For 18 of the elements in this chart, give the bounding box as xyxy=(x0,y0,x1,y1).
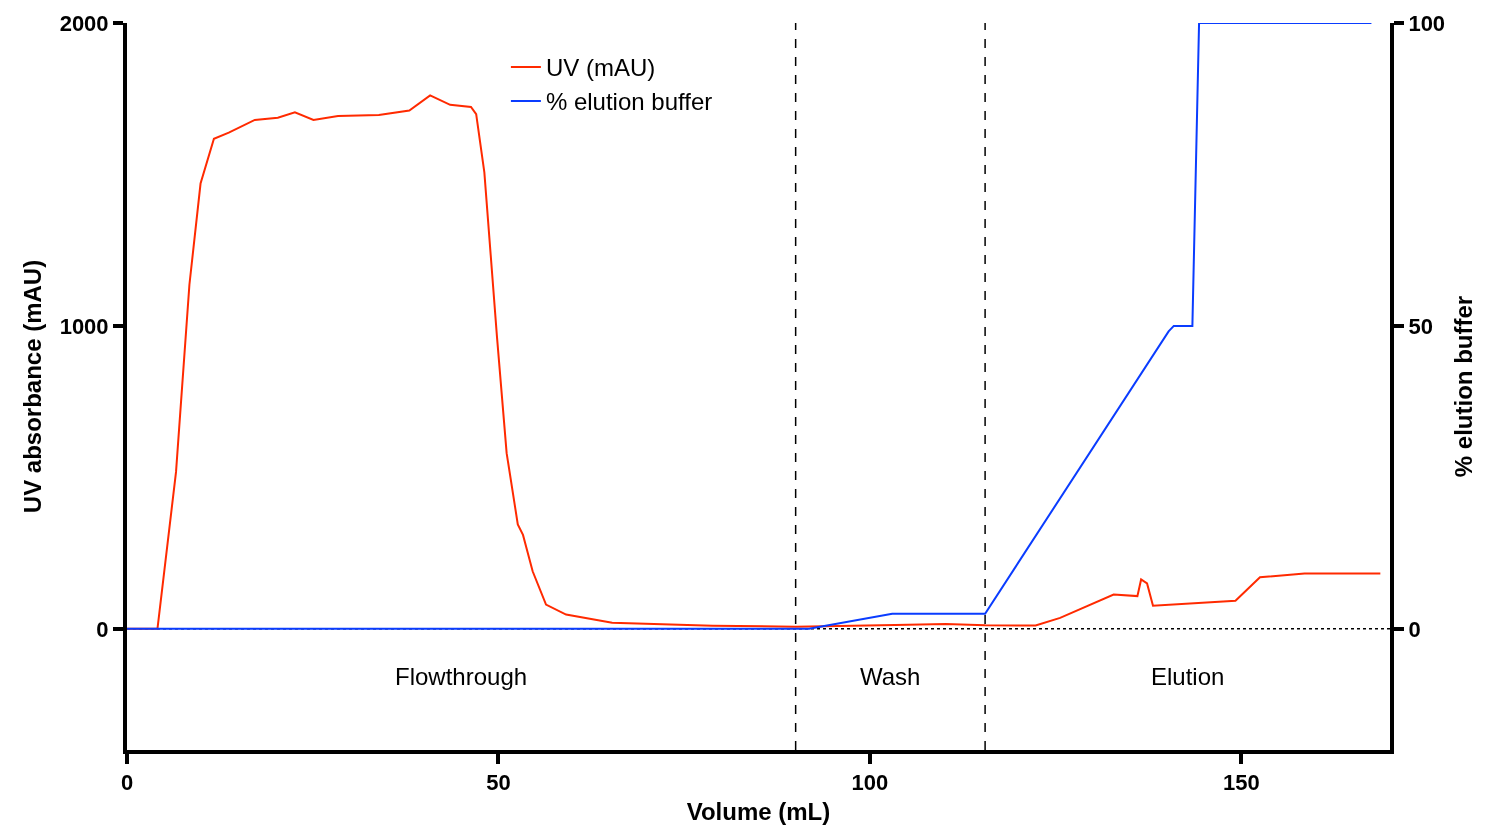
legend-label: UV (mAU) xyxy=(545,54,656,82)
y2-axis-title: % elution buffer xyxy=(1449,295,1477,478)
y2-tick-label: 100 xyxy=(1408,10,1446,36)
x-axis-title: Volume (mL) xyxy=(686,798,831,826)
y-tick-label: 1000 xyxy=(59,313,109,339)
y2-tick-label: 50 xyxy=(1408,313,1433,339)
y-axis-title: UV absorbance (mAU) xyxy=(19,259,47,514)
annotation: Wash xyxy=(860,663,921,690)
x-tick-label: 0 xyxy=(120,770,134,796)
x-tick-label: 150 xyxy=(1223,770,1260,796)
legend-label: % elution buffer xyxy=(545,88,713,116)
y2-tick-label: 0 xyxy=(1408,616,1421,642)
x-tick-label: 100 xyxy=(851,770,889,796)
y-tick-label: 0 xyxy=(96,616,109,642)
x-tick-label: 50 xyxy=(486,770,511,796)
annotation: Elution xyxy=(1151,663,1225,690)
annotation: Flowthrough xyxy=(395,663,528,690)
y-tick-label: 2000 xyxy=(59,10,109,36)
